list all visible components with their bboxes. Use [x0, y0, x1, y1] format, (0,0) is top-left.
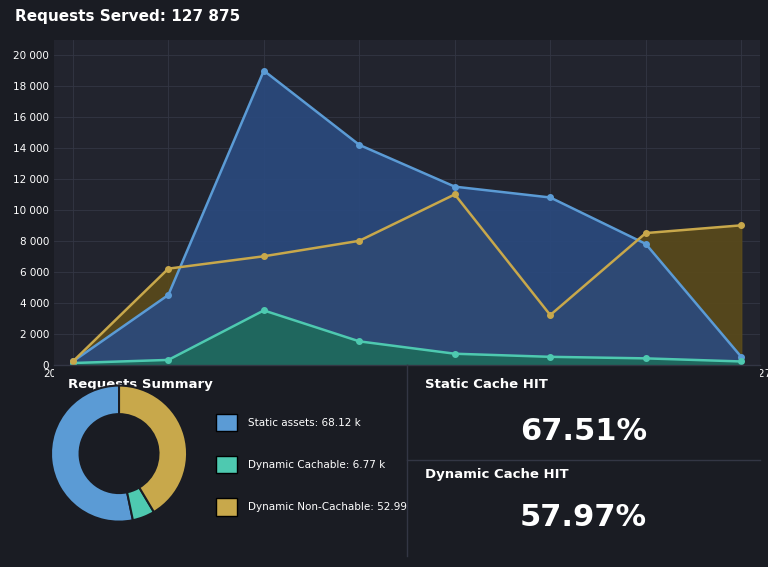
Line: Dynamic Non-Cachable: Dynamic Non-Cachable [70, 192, 744, 364]
Dynamic Cachable [450, 350, 459, 357]
Text: Requests Served: 127 875: Requests Served: 127 875 [15, 9, 240, 23]
Text: Requests Summary: Requests Summary [68, 378, 213, 391]
Static Assets [737, 353, 746, 360]
Dynamic Non-Cachable [641, 230, 650, 236]
Static Assets [164, 291, 173, 298]
Text: Dynamic Cache HIT: Dynamic Cache HIT [425, 468, 568, 481]
Wedge shape [119, 386, 187, 512]
FancyBboxPatch shape [217, 456, 237, 473]
Dynamic Non-Cachable [450, 191, 459, 198]
Static Assets [260, 67, 269, 74]
Dynamic Cachable [545, 353, 554, 360]
Wedge shape [51, 386, 133, 522]
Static Assets [545, 194, 554, 201]
Dynamic Cachable [260, 307, 269, 314]
FancyBboxPatch shape [217, 414, 237, 431]
Text: Dynamic Cachable: 6.77 k: Dynamic Cachable: 6.77 k [248, 460, 386, 470]
X-axis label: Date in UTC: Date in UTC [372, 385, 442, 398]
Dynamic Cachable [164, 357, 173, 363]
Text: 67.51%: 67.51% [520, 417, 647, 446]
Dynamic Non-Cachable [260, 253, 269, 260]
Dynamic Non-Cachable [545, 312, 554, 319]
Dynamic Non-Cachable [164, 265, 173, 272]
Dynamic Cachable [355, 338, 364, 345]
Line: Dynamic Cachable: Dynamic Cachable [70, 308, 744, 366]
Static Assets [68, 358, 78, 365]
Text: Dynamic Non-Cachable: 52.99 k: Dynamic Non-Cachable: 52.99 k [248, 502, 416, 512]
Text: Static Cache HIT: Static Cache HIT [425, 378, 548, 391]
Text: Static assets: 68.12 k: Static assets: 68.12 k [248, 418, 361, 428]
Dynamic Non-Cachable [68, 358, 78, 365]
Dynamic Non-Cachable [737, 222, 746, 229]
Wedge shape [127, 488, 154, 520]
Static Assets [355, 142, 364, 149]
Dynamic Cachable [641, 355, 650, 362]
Text: 57.97%: 57.97% [520, 503, 647, 532]
Dynamic Cachable [737, 358, 746, 365]
FancyBboxPatch shape [217, 498, 237, 515]
Static Assets [450, 183, 459, 190]
Dynamic Non-Cachable [355, 238, 364, 244]
Dynamic Cachable [68, 359, 78, 366]
Line: Static Assets: Static Assets [70, 68, 744, 364]
Static Assets [641, 240, 650, 247]
